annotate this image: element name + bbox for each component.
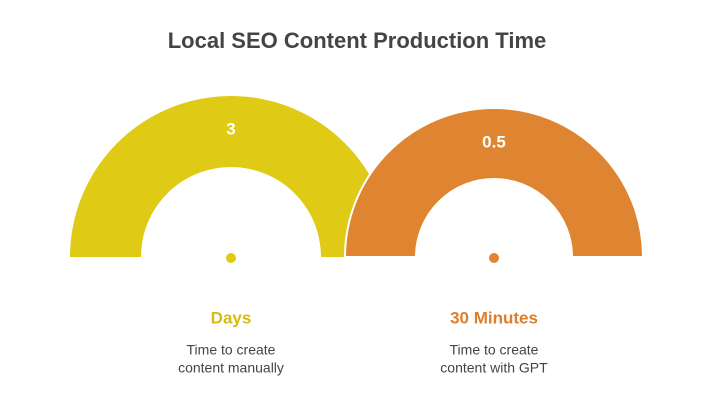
gauge-arc <box>70 96 392 257</box>
unit-label: 30 Minutes <box>450 308 538 327</box>
description: Time to create <box>187 342 276 358</box>
value: 0.5 <box>482 132 506 151</box>
unit-label: Days <box>211 308 252 327</box>
description: content manually <box>178 360 284 376</box>
title: Local SEO Content Production Time <box>168 28 547 53</box>
description: Time to create <box>450 342 539 358</box>
description: content with GPT <box>440 360 548 376</box>
value: 3 <box>226 119 235 138</box>
gauge-arc <box>343 107 645 258</box>
center-dot <box>489 253 499 263</box>
center-dot <box>226 253 236 263</box>
